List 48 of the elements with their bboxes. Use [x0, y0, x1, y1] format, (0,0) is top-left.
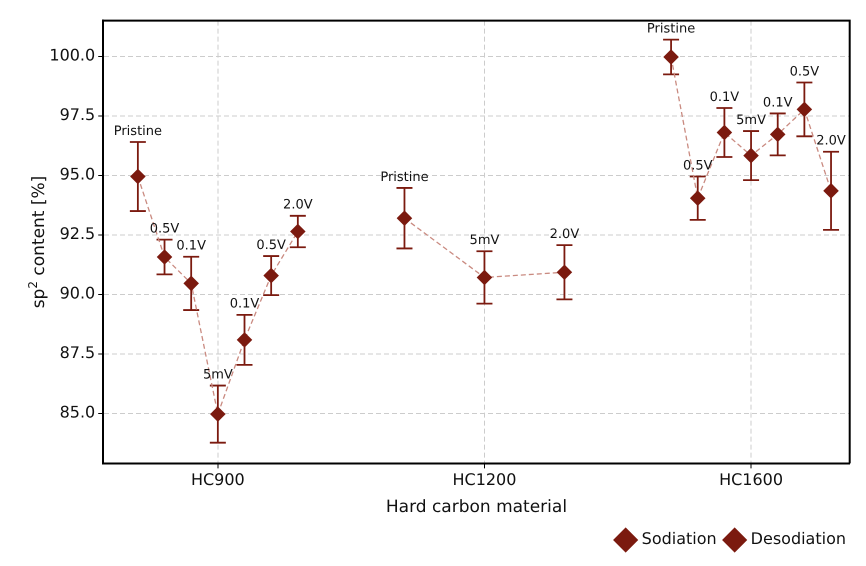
legend-label: Sodiation: [642, 529, 717, 548]
annotation: 2.0V: [283, 198, 313, 213]
point: [210, 406, 226, 422]
annotation: 5mV: [470, 233, 500, 248]
y-tick-label: 87.5: [60, 343, 96, 362]
point: [397, 210, 412, 226]
annotation: 0.1V: [762, 95, 793, 110]
point: [796, 102, 812, 117]
annotation: 2.0V: [816, 134, 846, 149]
annotation: 0.5V: [682, 158, 713, 174]
annotation: 0.5V: [256, 238, 286, 253]
x-tick-label: HC1600: [719, 470, 784, 490]
legend-label: Desodiation: [750, 529, 846, 548]
annotation: 2.0V: [550, 226, 580, 242]
annotation: 0.5V: [150, 221, 180, 236]
x-tick-label: HC1200: [452, 470, 516, 490]
y-axis-title: sp2 content [%]: [26, 176, 49, 308]
point: [130, 169, 146, 184]
annotation: 0.1V: [176, 238, 206, 254]
annotation: Pristine: [114, 124, 162, 139]
point: [744, 148, 758, 163]
point: [477, 270, 492, 285]
annotation: Pristine: [646, 22, 696, 37]
point: [770, 126, 786, 142]
point: [157, 250, 172, 264]
annotation: Pristine: [380, 170, 429, 185]
x-tick-label: HC900: [190, 470, 245, 490]
point: [264, 268, 279, 283]
point: [290, 224, 306, 239]
annotation: 5mV: [736, 112, 766, 128]
annotation: 5mV: [202, 367, 233, 382]
y-tick-label: 95.0: [60, 164, 96, 184]
point: [716, 125, 732, 140]
point: [557, 264, 572, 280]
y-tick-label: 85.0: [60, 402, 96, 422]
annotation: 0.5V: [790, 64, 820, 80]
annotation: 0.1V: [230, 296, 260, 312]
annotation: 0.1V: [710, 90, 740, 105]
point: [237, 332, 252, 348]
point: [824, 183, 838, 198]
point: [690, 190, 706, 206]
y-tick-label: 100.0: [49, 45, 96, 64]
point: [184, 276, 199, 291]
x-axis-title: Hard carbon material: [386, 497, 568, 518]
y-tick-label: 97.5: [60, 104, 96, 124]
y-tick-label: 90.0: [60, 284, 96, 303]
y-tick-label: 92.5: [60, 224, 96, 244]
point: [664, 50, 678, 64]
